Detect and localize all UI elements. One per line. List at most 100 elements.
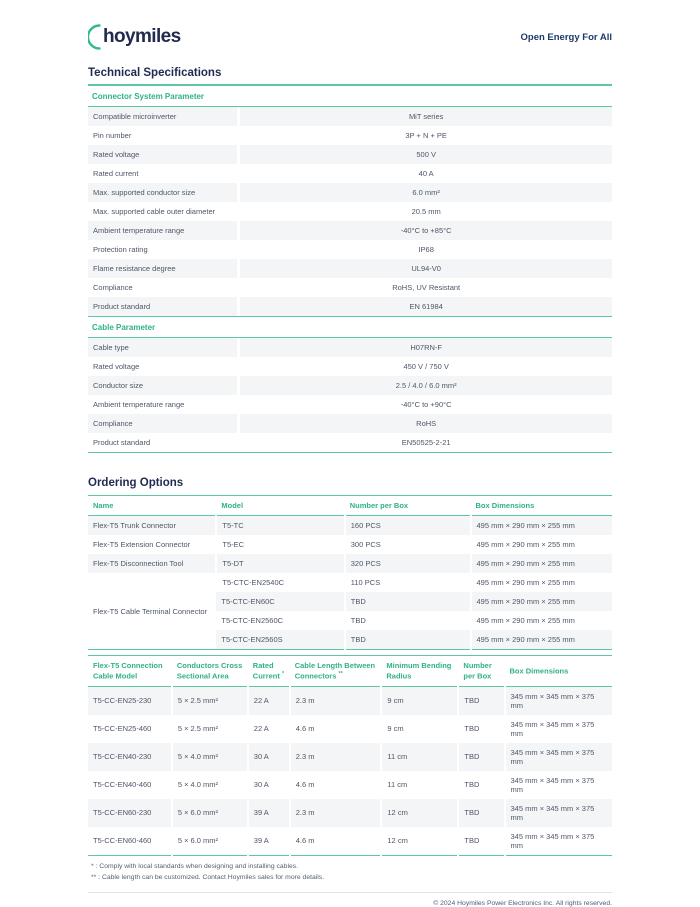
ordering-table-connectors: Name Model Number per Box Box Dimensions… bbox=[88, 495, 612, 651]
cell-qty: TBD bbox=[457, 714, 505, 743]
section-header: Cable Parameter bbox=[88, 317, 612, 338]
col-header-box-dimensions: Box Dimensions bbox=[470, 495, 612, 517]
cell-box: 495 mm × 290 mm × 255 mm bbox=[469, 592, 612, 612]
footnotes: * : Comply with local standards when des… bbox=[88, 862, 612, 884]
spec-row: Compliance RoHS, UV Resistant bbox=[88, 278, 612, 297]
cell-length: 2.3 m bbox=[288, 742, 382, 771]
spec-value: 6.0 mm² bbox=[240, 183, 612, 202]
cell-area: 5 × 4.0 mm² bbox=[170, 742, 248, 771]
cell-area: 5 × 6.0 mm² bbox=[170, 826, 248, 856]
section-header: Connector System Parameter bbox=[88, 86, 612, 107]
col-header-number-per-box: Number per Box bbox=[344, 495, 471, 517]
spec-row: Protection rating IP68 bbox=[88, 240, 612, 259]
spec-label: Product standard bbox=[88, 433, 238, 452]
cell-area: 5 × 2.5 mm² bbox=[170, 686, 248, 715]
cell-qty: 320 PCS bbox=[343, 554, 471, 574]
cell-box: 345 mm × 345 mm × 375 mm bbox=[503, 714, 612, 743]
table-row: T5-CC-EN25-460 5 × 2.5 mm² 22 A 4.6 m 9 … bbox=[88, 714, 612, 743]
cell-box: 345 mm × 345 mm × 375 mm bbox=[503, 826, 612, 856]
cell-box: 345 mm × 345 mm × 375 mm bbox=[503, 742, 612, 771]
cell-radius: 11 cm bbox=[380, 770, 459, 799]
spec-value: IP68 bbox=[240, 240, 612, 259]
spec-value: MiT series bbox=[240, 107, 612, 126]
spec-row: Pin number 3P + N + PE bbox=[88, 126, 612, 145]
spec-row: Compatible microinverter MiT series bbox=[88, 107, 612, 126]
connector-system-parameter-section: Connector System Parameter Compatible mi… bbox=[88, 86, 612, 317]
ordering-options-title: Ordering Options bbox=[88, 477, 184, 489]
spec-value: EN 61984 bbox=[240, 297, 612, 316]
spec-value: H07RN-F bbox=[240, 338, 612, 357]
spec-row: Cable type H07RN-F bbox=[88, 338, 612, 357]
table-header-row: Name Model Number per Box Box Dimensions bbox=[88, 495, 612, 517]
ordering-table-cables: Flex-T5 Connection Cable Model Conductor… bbox=[88, 655, 612, 856]
cell-current: 22 A bbox=[246, 686, 290, 715]
table-row: T5-CC-EN25-230 5 × 2.5 mm² 22 A 2.3 m 9 … bbox=[88, 686, 612, 715]
cell-cable-model: T5-CC-EN25-230 bbox=[88, 686, 172, 715]
spec-label: Max. supported cable outer diameter bbox=[88, 202, 238, 221]
cell-area: 5 × 2.5 mm² bbox=[170, 714, 248, 743]
cell-current: 39 A bbox=[246, 798, 290, 827]
col-header-cable-length: Cable Length Between Connectors ** bbox=[289, 655, 382, 687]
spec-row: Flame resistance degree UL94-V0 bbox=[88, 259, 612, 278]
cell-qty: TBD bbox=[343, 592, 471, 612]
cell-name-merged: Flex-T5 Cable Terminal Connector bbox=[88, 573, 217, 650]
table-row: T5-CTC-EN60C TBD 495 mm × 290 mm × 255 m… bbox=[88, 592, 612, 612]
spec-value: 40 A bbox=[240, 164, 612, 183]
cell-model: T5-DT bbox=[215, 554, 345, 574]
table-row: Flex-T5 Trunk Connector T5-TC 160 PCS 49… bbox=[88, 515, 612, 536]
cell-qty: TBD bbox=[457, 826, 505, 856]
cell-model: T5-CTC-EN2540C bbox=[215, 573, 345, 593]
cell-length: 2.3 m bbox=[288, 798, 382, 827]
cell-current: 39 A bbox=[246, 826, 290, 856]
spec-row: Product standard EN 61984 bbox=[88, 297, 612, 316]
spec-value: 2.5 / 4.0 / 6.0 mm² bbox=[240, 376, 612, 395]
cell-radius: 11 cm bbox=[380, 742, 459, 771]
spec-label: Compatible microinverter bbox=[88, 107, 238, 126]
spec-row: Conductor size 2.5 / 4.0 / 6.0 mm² bbox=[88, 376, 612, 395]
cell-qty: TBD bbox=[457, 770, 505, 799]
col-header-model: Model bbox=[216, 495, 345, 517]
spec-label: Protection rating bbox=[88, 240, 238, 259]
cell-current: 30 A bbox=[246, 742, 290, 771]
spec-label: Rated voltage bbox=[88, 145, 238, 164]
cell-area: 5 × 4.0 mm² bbox=[170, 770, 248, 799]
logo-arc-icon bbox=[88, 24, 101, 50]
copyright-footer: © 2024 Hoymiles Power Electronics Inc. A… bbox=[88, 892, 612, 907]
cell-radius: 9 cm bbox=[380, 686, 459, 715]
spec-row: Rated voltage 500 V bbox=[88, 145, 612, 164]
hoymiles-logo: hoymiles bbox=[88, 24, 181, 50]
table-row: T5-CC-EN60-460 5 × 6.0 mm² 39 A 4.6 m 12… bbox=[88, 826, 612, 856]
spec-value: 500 V bbox=[240, 145, 612, 164]
cell-qty: TBD bbox=[343, 611, 471, 631]
spec-label: Ambient temperature range bbox=[88, 395, 238, 414]
cell-box: 495 mm × 290 mm × 255 mm bbox=[469, 611, 612, 631]
spec-label: Rated voltage bbox=[88, 357, 238, 376]
cell-qty: 110 PCS bbox=[343, 573, 471, 593]
spec-label: Flame resistance degree bbox=[88, 259, 238, 278]
spec-row: Max. supported conductor size 6.0 mm² bbox=[88, 183, 612, 202]
cell-box: 495 mm × 290 mm × 255 mm bbox=[469, 630, 612, 650]
spec-label: Product standard bbox=[88, 297, 238, 316]
table-row: Flex-T5 Disconnection Tool T5-DT 320 PCS… bbox=[88, 554, 612, 574]
cell-length: 4.6 m bbox=[288, 826, 382, 856]
spec-label: Conductor size bbox=[88, 376, 238, 395]
cell-cable-model: T5-CC-EN40-460 bbox=[88, 770, 172, 799]
table-header-row: Flex-T5 Connection Cable Model Conductor… bbox=[88, 655, 612, 687]
spec-value: RoHS bbox=[240, 414, 612, 433]
spec-row: Ambient temperature range -40°C to +90°C bbox=[88, 395, 612, 414]
table-row: Flex-T5 Extension Connector T5-EC 300 PC… bbox=[88, 535, 612, 555]
spec-value: -40°C to +85°C bbox=[240, 221, 612, 240]
logo-wordmark: hoymiles bbox=[103, 26, 181, 47]
cell-current: 30 A bbox=[246, 770, 290, 799]
spec-row: Product standard EN50525-2-21 bbox=[88, 433, 612, 452]
cell-name: Flex-T5 Extension Connector bbox=[88, 535, 217, 555]
spec-value: 3P + N + PE bbox=[240, 126, 612, 145]
cell-cable-model: T5-CC-EN60-230 bbox=[88, 798, 172, 827]
spec-label: Ambient temperature range bbox=[88, 221, 238, 240]
spec-value: 20.5 mm bbox=[240, 202, 612, 221]
cell-qty: 160 PCS bbox=[343, 515, 471, 536]
tech-specs-title: Technical Specifications bbox=[88, 67, 612, 86]
cell-length: 2.3 m bbox=[288, 686, 382, 715]
table-row: T5-CC-EN40-230 5 × 4.0 mm² 30 A 2.3 m 11… bbox=[88, 742, 612, 771]
